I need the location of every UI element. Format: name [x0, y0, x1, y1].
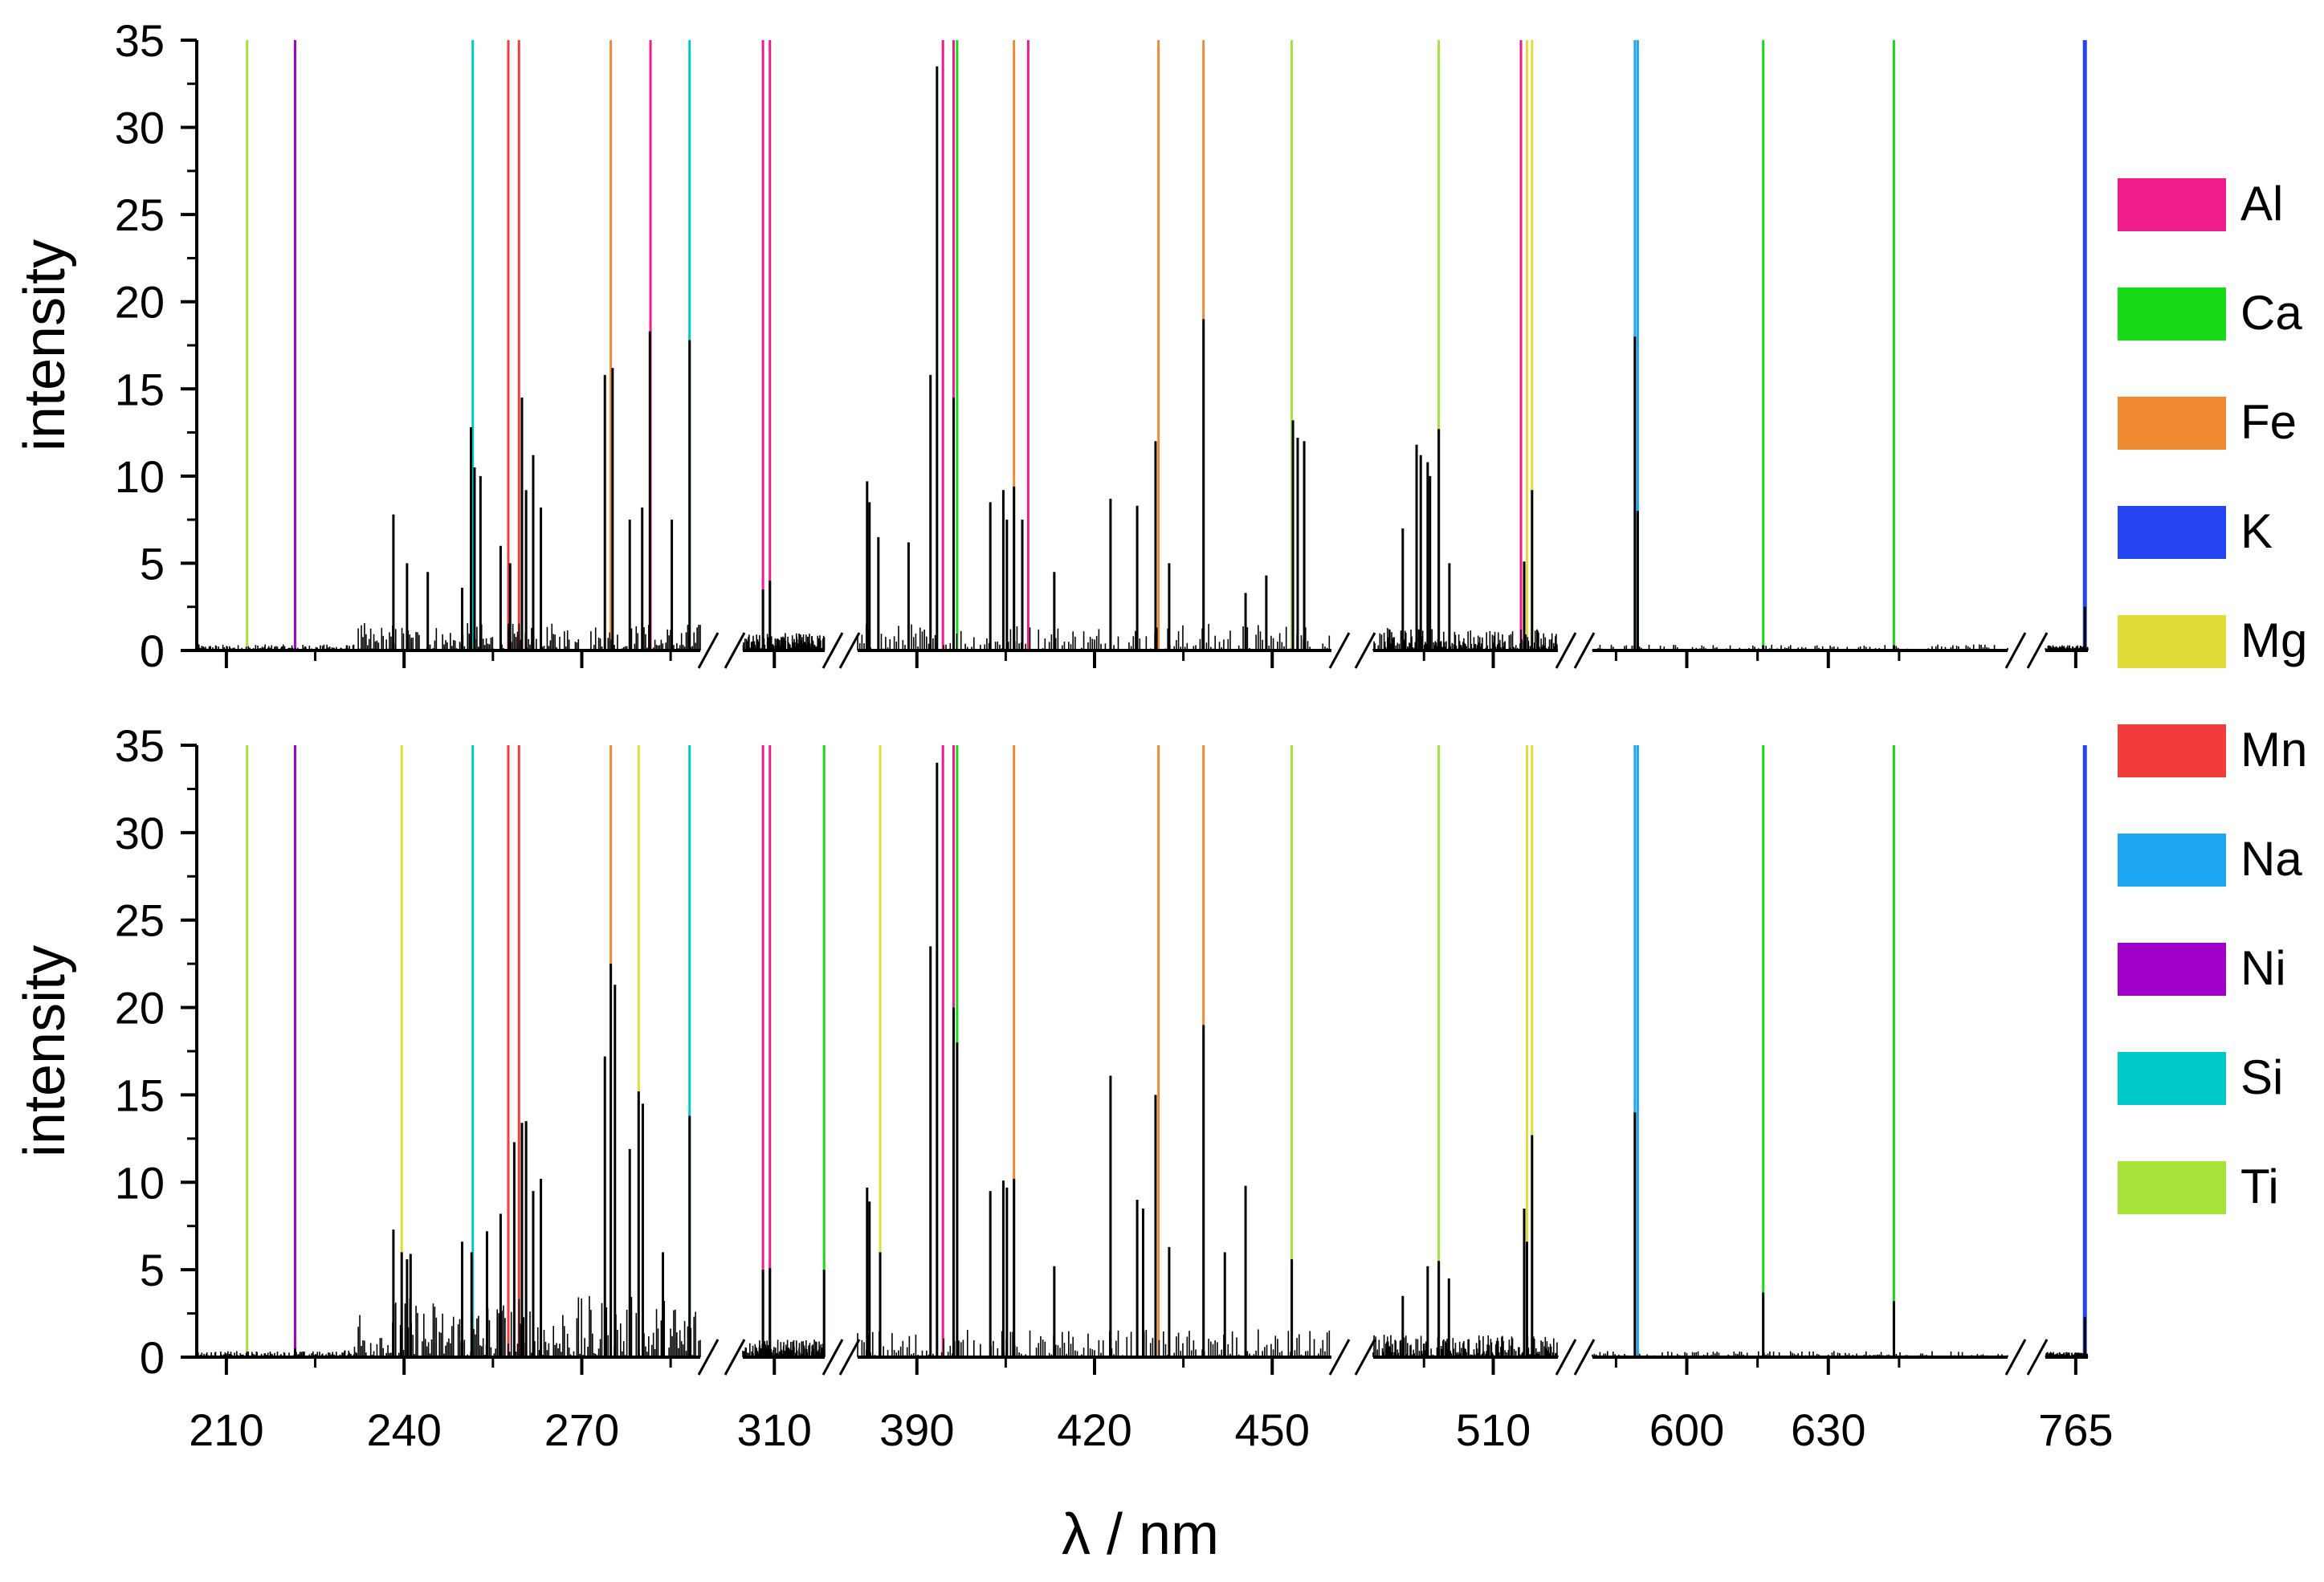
axis-break-mark [1555, 632, 1577, 669]
x-axis: 210 240 270 310 390 420 450 510 600 630 765 [189, 1405, 2113, 1455]
legend-item-ti: Ti [2118, 1160, 2279, 1214]
y-axis-label: intensity [13, 945, 77, 1157]
legend-swatch [2118, 834, 2226, 887]
legend-item-al: Al [2118, 177, 2283, 231]
axis-break-mark [724, 1339, 746, 1376]
x-tick-label: 240 [366, 1405, 441, 1455]
axis-break-mark [2026, 632, 2049, 669]
legend-item-ca: Ca [2118, 286, 2302, 340]
y-axis: 0 5 10 15 20 25 30 35 [115, 15, 198, 676]
axis-break-mark [1328, 1339, 1351, 1376]
legend-label: Mg [2240, 614, 2307, 667]
panel-bottom: 0 5 10 15 20 25 30 35 intensity [13, 720, 2089, 1383]
legend-swatch [2118, 724, 2226, 777]
y-tick-label: 35 [115, 720, 165, 771]
axis-break-mark [2004, 1339, 2027, 1376]
x-tick-label: 310 [737, 1405, 812, 1455]
legend-item-na: Na [2118, 832, 2302, 887]
y-tick-label: 0 [140, 1332, 165, 1383]
legend-item-mg: Mg [2118, 614, 2307, 668]
y-tick-label: 15 [115, 364, 165, 414]
x-axis-segments [197, 1339, 2088, 1376]
x-tick-label: 600 [1649, 1405, 1724, 1455]
legend: Al Ca Fe K Mg Mn Na Ni Si Ti [2118, 177, 2307, 1214]
legend-swatch [2118, 943, 2226, 996]
y-tick-label: 25 [115, 895, 165, 946]
axis-break-mark [838, 632, 861, 669]
axis-break-mark [1328, 632, 1351, 669]
y-tick-label: 10 [115, 1157, 165, 1208]
y-axis: 0 5 10 15 20 25 30 35 [115, 720, 198, 1383]
spectrum-peaks [293, 762, 2086, 1357]
axis-break-mark [838, 1339, 861, 1376]
x-tick-label: 450 [1235, 1405, 1310, 1455]
legend-item-k: K [2118, 504, 2273, 559]
axis-break-mark [822, 1339, 844, 1376]
axis-break-mark [1354, 632, 1376, 669]
x-tick-label: 630 [1791, 1405, 1865, 1455]
legend-swatch [2118, 178, 2226, 231]
axis-break-mark [1354, 1339, 1376, 1376]
axis-break-mark [697, 1339, 720, 1376]
y-tick-label: 15 [115, 1070, 165, 1120]
x-tick-label: 420 [1057, 1405, 1131, 1455]
x-tick-label: 390 [879, 1405, 954, 1455]
axis-break-mark [1573, 632, 1596, 669]
x-tick-label: 765 [2038, 1405, 2113, 1455]
legend-swatch [2118, 615, 2226, 668]
legend-label: Ti [2240, 1160, 2279, 1213]
legend-swatch [2118, 397, 2226, 450]
x-axis-segments [197, 632, 2088, 669]
y-tick-label: 20 [115, 983, 165, 1034]
y-tick-label: 25 [115, 190, 165, 240]
legend-label: Ni [2240, 941, 2286, 995]
axis-break-mark [822, 632, 844, 669]
legend-label: Fe [2240, 395, 2297, 449]
y-tick-label: 5 [140, 1245, 165, 1295]
x-axis-label: λ / nm [1062, 1502, 1219, 1567]
legend-swatch [2118, 1052, 2226, 1105]
legend-label: Mn [2240, 723, 2307, 777]
x-tick-label: 210 [189, 1405, 263, 1455]
legend-item-ni: Ni [2118, 941, 2286, 996]
y-tick-label: 30 [115, 103, 165, 153]
axis-break-mark [2004, 632, 2027, 669]
axis-break-mark [697, 632, 720, 669]
panel-top: 0 5 10 15 20 25 30 35 intensity [13, 15, 2089, 676]
legend-label: Na [2240, 832, 2302, 886]
y-tick-label: 35 [115, 15, 165, 66]
axis-break-mark [2026, 1339, 2049, 1376]
legend-item-fe: Fe [2118, 395, 2297, 450]
y-tick-label: 0 [140, 626, 165, 676]
x-tick-label: 270 [544, 1405, 619, 1455]
y-tick-label: 30 [115, 808, 165, 858]
legend-swatch [2118, 506, 2226, 559]
legend-label: Al [2240, 177, 2283, 230]
spectrum-peaks [392, 66, 2086, 650]
axis-break-mark [1573, 1339, 1596, 1376]
y-tick-label: 20 [115, 277, 165, 328]
axis-break-mark [724, 632, 746, 669]
legend-swatch [2118, 1161, 2226, 1214]
legend-item-mn: Mn [2118, 723, 2307, 777]
y-tick-label: 5 [140, 538, 165, 589]
legend-label: Si [2240, 1050, 2283, 1104]
legend-label: Ca [2240, 286, 2302, 340]
legend-label: K [2240, 504, 2273, 558]
legend-swatch [2118, 287, 2226, 340]
legend-item-si: Si [2118, 1050, 2283, 1105]
y-tick-label: 10 [115, 451, 165, 502]
axis-break-mark [1555, 1339, 1577, 1376]
y-axis-label: intensity [13, 239, 77, 451]
x-tick-label: 510 [1456, 1405, 1531, 1455]
